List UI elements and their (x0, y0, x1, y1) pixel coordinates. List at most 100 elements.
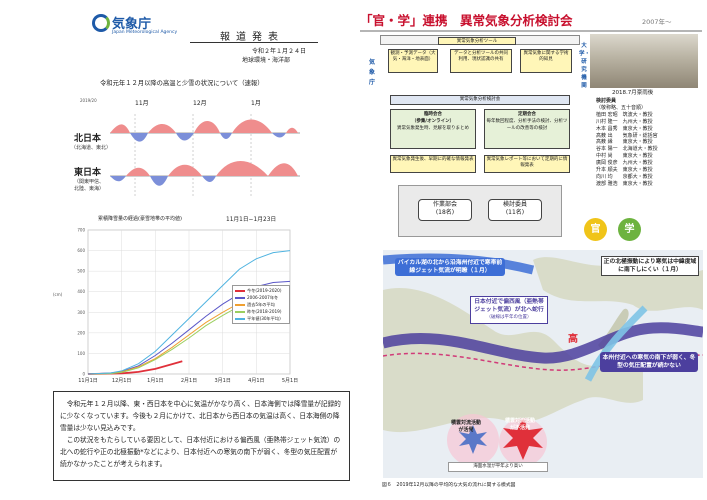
snow-chart-period: 11月1日−1月23日 (226, 217, 277, 223)
region-north-japan: 北日本 (74, 134, 102, 144)
sakugyo-box: 作業部会 (18名) (418, 199, 472, 221)
legend-label: 過去5年の平均 (247, 301, 275, 307)
output-regular-report: 異常気象レポート等において定期的に情報発表 (484, 155, 570, 173)
member-item: 廣岡 俊彦 九州大・教授 (596, 160, 653, 167)
member-list-title: 検討委員 (596, 98, 617, 104)
member-item: 中村 尚 東京大・教授 (596, 153, 653, 160)
callout-subtropical-jet: 日本付近で偏西風（亜熱帯ジェット気流）が北へ蛇行 （破線は平年の位置） (470, 296, 548, 324)
legend-label: 2006-2007年冬 (247, 294, 279, 300)
sakugyo-label: 作業部会 (432, 201, 457, 208)
member-item: 高薮 出 気象研・総括官 (596, 132, 658, 139)
tool-box-knowledge: 異常気象に関する学術的知見 (520, 49, 572, 73)
rinji-meeting-title: 臨時会合 (424, 112, 442, 117)
legend-label: 今冬(2019-2020) (247, 287, 282, 293)
callout-polar-front-jet: バイカル湖の北から沿海州付近で寒帯前線ジェット気流が明瞭（１月） (395, 258, 505, 276)
legend-label: 昨冬(2018-2019) (247, 308, 282, 314)
tool-box-shared-use: データと分析ツールの共同利用、現状認識の共有 (450, 49, 512, 73)
legend-item: 昨冬(2018-2019) (235, 308, 287, 315)
teirei-meeting-title: 定期会合 (518, 112, 536, 117)
region-east-japan-sub1: （関東甲信、 (74, 179, 105, 185)
legend-swatch (235, 310, 245, 313)
series-line (87, 250, 291, 375)
legend-swatch (235, 303, 245, 306)
legend-item: 今冬(2019-2020) (235, 287, 287, 294)
member-item: 向川 均 京都大・教授 (596, 173, 653, 180)
press-release-heading: 報道発表 (220, 32, 284, 43)
callout-sst: 海面水温が平年より高い (448, 462, 548, 472)
y-tick-label: 100 (77, 351, 85, 356)
jma-logo-icon (92, 14, 110, 32)
member-item: 川村 隆一 九州大・教授 (596, 118, 653, 125)
callout-weak-cold-air: 本州付近への寒気の南下が弱く、冬型の気圧配置が続かない (600, 352, 698, 372)
member-item: 谷本 陽一 北海道大・教授 (596, 146, 658, 153)
kan-badge: 官 (584, 218, 607, 241)
x-tick-label: 11月1日 (78, 378, 98, 384)
summary-text-box: 令和元年１２月以降、東・西日本を中心に気温がかなり高く、日本海側では降雪量が記録… (53, 391, 350, 481)
jma-logo-name: 気象庁 (112, 17, 152, 32)
iin-count: (11名) (505, 209, 525, 216)
timeline-month-dec: 12月 (193, 100, 207, 107)
meeting-photo (590, 34, 698, 88)
rinji-meeting-subtitle: （参集/オンライン） (411, 119, 455, 124)
callout-inactive-convection: 積雲対流活動が不活発 (505, 418, 536, 431)
snow-chart-legend: 今冬(2019-2020) 2006-2007年冬 過去5年の平均 昨冬(201… (232, 285, 290, 324)
temperature-anomaly-timeline (110, 114, 300, 196)
series-line (87, 360, 183, 375)
snow-chart-title: 累積降雪量の経過(豪雪地帯の平均値) (98, 216, 182, 222)
release-date: 令和２年１月２４日 (252, 48, 307, 55)
tool-box-observation: 観測・予測データ（大気・海洋・地表面） (388, 49, 438, 73)
release-department: 地球環境・海洋部 (242, 57, 291, 64)
org-label-jma: 気象庁 (368, 59, 375, 86)
snow-chart-y-unit: (cm) (53, 292, 63, 297)
y-tick-label: 300 (77, 310, 85, 315)
analysis-panel-year: 2007年〜 (642, 18, 672, 26)
kentokai-box: 異常気象分析検討会 (390, 95, 570, 105)
timeline-month-jan: 1月 (251, 100, 261, 107)
rinji-meeting-box: 臨時会合 （参集/オンライン） 異常気象発生時、見解を取りまとめ (390, 109, 476, 149)
heading-rule (190, 42, 318, 43)
press-release-panel: 気象庁 Japan Meteorological Agency 報道発表 令和２… (0, 0, 350, 500)
legend-swatch (235, 296, 245, 299)
x-tick-label: 12月1日 (112, 378, 132, 384)
figure-caption: 図６ 2019年12月以降の平均的な大気の流れに関する模式図 (382, 483, 516, 488)
region-east-japan: 東日本 (74, 168, 102, 178)
analysis-panel-title: 「官・学」連携 異常気象分析検討会 (360, 13, 573, 28)
member-item: 木本 昌秀 東京大・教授 (596, 125, 653, 132)
callout-subtropical-jet-text: 日本付近で偏西風（亜熱帯ジェット気流）が北へ蛇行 (474, 299, 544, 313)
member-item: 高薮 縁 東京大・教授 (596, 139, 653, 146)
organization-diagram: 異常気象分析ツール 観測・予測データ（大気・海洋・地表面） データと分析ツールの… (360, 35, 590, 255)
x-tick-label: 5月1日 (282, 378, 298, 384)
summary-paragraph-1: 令和元年１２月以降、東・西日本を中心に気温がかなり高く、日本海側では降雪量が記録… (60, 400, 341, 432)
y-tick-label: 600 (77, 248, 85, 253)
high-pressure-label: 高 (568, 334, 578, 345)
legend-item: 過去5年の平均 (235, 301, 287, 308)
legend-item: 2006-2007年冬 (235, 294, 287, 301)
jma-logo-english: Japan Meteorological Agency (112, 30, 178, 35)
teirei-meeting-box: 定期会合 毎年数回程度、分析手法の検討、分析ツールの改善等の検討 (484, 109, 570, 149)
x-tick-label: 2月1日 (181, 378, 197, 384)
legend-swatch (235, 317, 245, 320)
y-tick-label: 500 (77, 269, 85, 274)
y-tick-label: 0 (82, 372, 85, 377)
member-item: 植田 宏昭 筑波大・教授 (596, 111, 653, 118)
x-tick-label: 3月1日 (214, 378, 230, 384)
member-item: 渡部 雅浩 東京大・教授 (596, 180, 653, 187)
x-tick-label: 1月1日 (147, 378, 163, 384)
iin-box: 検討委員 (11名) (488, 199, 542, 221)
callout-subtropical-jet-note: （破線は平年の位置） (486, 315, 532, 320)
sakugyo-count: (18名) (435, 209, 455, 216)
iin-label: 検討委員 (502, 201, 527, 208)
timeline-year: 2019/20 (80, 98, 97, 103)
teirei-meeting-desc: 毎年数回程度、分析手法の検討、分析ツールの改善等の検討 (486, 119, 568, 131)
summary-paragraph-2: この状況をもたらしている要因として、日本付近における偏西風（亜熱帯ジェット気流）… (60, 436, 341, 468)
member-list: 検討委員 （敬称略、五十音順） 植田 宏昭 筑波大・教授 川村 隆一 九州大・教… (596, 98, 704, 188)
callout-active-convection: 積雲対流活動が活発 (451, 420, 482, 433)
callout-arctic-oscillation: 正の北極振動により寒気は中緯度域に南下しにくい（１月） (601, 256, 699, 276)
legend-swatch (235, 289, 245, 292)
member-item: 升本 順夫 東京大・教授 (596, 167, 653, 174)
legend-item: 平年値(30年平均) (235, 315, 287, 322)
timeline-month-nov: 11月 (135, 100, 149, 107)
gaku-badge: 学 (618, 218, 641, 241)
legend-label: 平年値(30年平均) (247, 315, 281, 321)
org-label-university: 大学・研究機関 (579, 43, 591, 89)
